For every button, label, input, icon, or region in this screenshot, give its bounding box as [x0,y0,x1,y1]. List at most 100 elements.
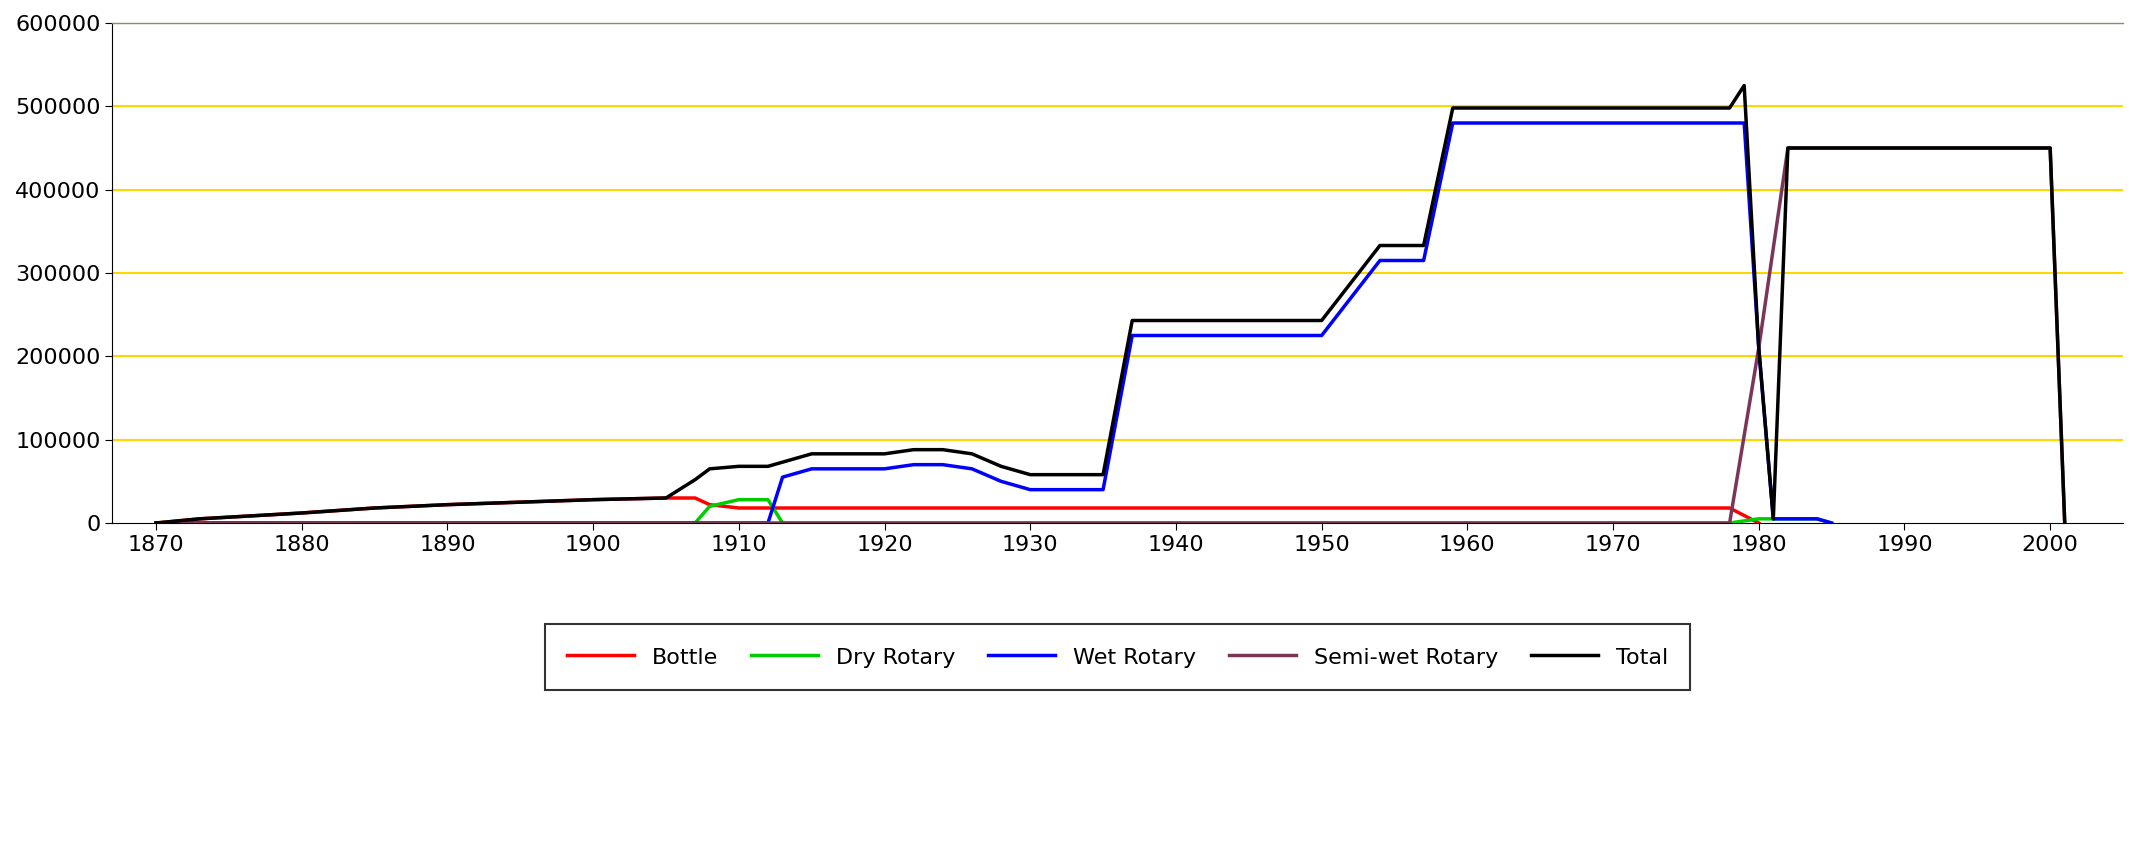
Dry Rotary [1717,518,1742,528]
Dry Rotary [682,518,708,528]
Dry Rotary [727,495,753,505]
Line: Semi-wet Rotary: Semi-wet Rotary [156,148,2065,523]
Total [900,445,926,455]
Wet Rotary [143,518,169,528]
Semi-wet Rotary [143,518,169,528]
Bottle [143,518,169,528]
Wet Rotary [900,460,926,470]
Total [697,463,723,473]
Bottle [1018,503,1043,513]
Wet Rotary [1804,514,1830,524]
Total [1366,241,1392,251]
Total [289,508,314,518]
Wet Rotary [1439,118,1465,128]
Total [652,493,678,503]
Wet Rotary [1732,118,1757,128]
Total [770,458,795,468]
Total [143,518,169,528]
Wet Rotary [800,463,825,473]
Semi-wet Rotary [1965,143,1990,153]
Total [2038,143,2063,153]
Wet Rotary [1819,518,1845,528]
Wet Rotary [1411,256,1437,266]
Semi-wet Rotary [1892,143,1918,153]
Wet Rotary [1120,331,1146,341]
Bottle [1747,518,1772,528]
Wet Rotary [1674,118,1700,128]
Total [1775,143,1800,153]
Bottle [186,514,212,524]
Wet Rotary [1717,118,1742,128]
Wet Rotary [1018,484,1043,495]
Total [1163,315,1189,325]
Total [1599,103,1625,113]
Dry Rotary [1747,514,1772,524]
Bottle [1163,503,1189,513]
Semi-wet Rotary [2038,143,2063,153]
Bottle [872,503,898,513]
Total [1804,143,1830,153]
Bottle [361,503,387,513]
Wet Rotary [1090,484,1116,495]
Bottle [434,500,460,510]
Total [872,449,898,459]
Bottle [1599,503,1625,513]
Total [1018,469,1043,479]
Semi-wet Rotary [1717,518,1742,528]
Wet Rotary [1236,331,1261,341]
Total [727,461,753,471]
Wet Rotary [1308,331,1334,341]
Total [1717,103,1742,113]
Wet Rotary [1163,331,1189,341]
Line: Dry Rotary: Dry Rotary [156,500,1832,523]
Total [1411,241,1437,251]
Total [1674,103,1700,113]
Bottle [812,503,838,513]
Bottle [507,497,532,507]
Bottle [785,503,810,513]
Dry Rotary [697,501,723,511]
Semi-wet Rotary [1804,143,1830,153]
Wet Rotary [827,463,853,473]
Wet Rotary [872,463,898,473]
Dry Rotary [755,495,780,505]
Wet Rotary [930,460,956,470]
Wet Rotary [1366,256,1392,266]
Bottle [755,503,780,513]
Total [361,503,387,513]
Bottle [652,493,678,503]
Bottle [1090,503,1116,513]
Bottle [1674,503,1700,513]
Bottle [945,503,971,513]
Legend: Bottle, Dry Rotary, Wet Rotary, Semi-wet Rotary, Total: Bottle, Dry Rotary, Wet Rotary, Semi-wet… [545,624,1691,690]
Wet Rotary [1527,118,1552,128]
Bottle [842,503,868,513]
Dry Rotary [1819,518,1845,528]
Dry Rotary [1804,514,1830,524]
Bottle [727,503,753,513]
Total [1965,143,1990,153]
Total [579,495,605,505]
Total [1148,315,1174,325]
Bottle [1527,503,1552,513]
Line: Wet Rotary: Wet Rotary [156,123,1832,523]
Bottle [1717,503,1742,513]
Bottle [1308,503,1334,513]
Total [2052,518,2078,528]
Bottle [579,495,605,505]
Bottle [1381,503,1407,513]
Total [1439,103,1465,113]
Total [930,445,956,455]
Wet Rotary [1599,118,1625,128]
Wet Rotary [755,518,780,528]
Total [988,461,1013,471]
Wet Rotary [988,476,1013,486]
Wet Rotary [960,463,986,473]
Total [1892,143,1918,153]
Total [1308,315,1334,325]
Total [800,449,825,459]
Total [827,449,853,459]
Semi-wet Rotary [2052,518,2078,528]
Total [186,514,212,524]
Wet Rotary [1760,514,1785,524]
